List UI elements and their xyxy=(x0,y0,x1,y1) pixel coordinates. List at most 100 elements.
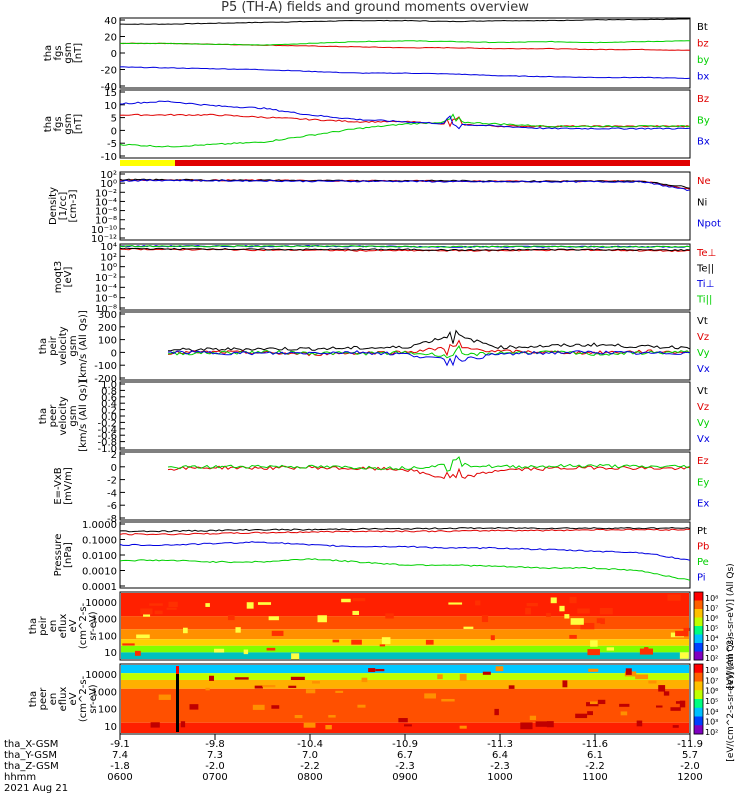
spectrogram-texture xyxy=(243,649,249,655)
panel-ytick-label: 10 xyxy=(104,101,117,112)
panel-ytick-label: -0.4 xyxy=(97,425,117,436)
panel-ylabel-3: Density xyxy=(48,187,59,225)
spectrogram-texture xyxy=(183,627,188,634)
spectrogram-texture xyxy=(262,685,276,688)
xaxis-z-label: -1.8 xyxy=(110,761,130,772)
xaxis-y-label: 6.4 xyxy=(492,750,508,761)
panel-ytick-label: -5 xyxy=(107,139,117,150)
spectrogram-texture xyxy=(357,704,366,708)
series-line-Pb xyxy=(119,528,691,536)
spectrogram-texture xyxy=(679,700,686,708)
panel-ytick-label: 10² xyxy=(100,252,117,263)
legend-label-Vt: Vt xyxy=(697,316,708,327)
panel-ytick-label: 100 xyxy=(98,336,117,347)
xaxis-hhmm-label: 0900 xyxy=(392,772,417,783)
panel-ytick-label: 10 xyxy=(104,722,117,733)
legend-label-By: By xyxy=(697,115,710,126)
spectrogram-texture xyxy=(639,648,654,655)
legend-label-Bz: Bz xyxy=(697,94,709,105)
spectrogram-texture xyxy=(227,614,235,621)
legend-label-Ez: Ez xyxy=(697,456,709,467)
spectrogram-texture xyxy=(271,705,280,709)
spectrogram-texture xyxy=(589,701,598,705)
colorbar-tick-label: 10⁷ xyxy=(705,604,718,613)
xaxis-x-label: -9.8 xyxy=(205,739,225,750)
legend-label-Ne: Ne xyxy=(697,176,711,187)
series-line-Ez xyxy=(167,465,691,480)
spectrogram-texture xyxy=(168,601,178,608)
spectrogram-gap xyxy=(176,672,179,732)
spectrogram-texture xyxy=(341,598,351,603)
colorbar-segment xyxy=(694,664,703,674)
panel-ylabel-9: sr-eV) xyxy=(88,611,99,640)
spectrogram-texture xyxy=(577,608,590,614)
legend-label-Ti⊥: Ti⊥ xyxy=(696,279,714,290)
panel-ylabel-10: eflux xyxy=(58,687,69,712)
panel-ytick-label: -100 xyxy=(94,361,117,372)
colorbar-segment xyxy=(694,634,703,644)
spectrogram-texture xyxy=(550,597,557,604)
legend-label-Ey: Ey xyxy=(697,477,709,488)
panel-ylabel-2: tha xyxy=(43,116,54,132)
panel-ytick-label: -1.0 xyxy=(97,444,117,455)
series-line-bx xyxy=(119,66,691,80)
colorbar-segment xyxy=(694,699,703,709)
panel-ytick-label: -0.8 xyxy=(97,438,117,449)
spectrogram-texture xyxy=(136,634,150,639)
panel-ylabel-5: peir xyxy=(48,335,59,355)
panel-ytick-label: 0.0010 xyxy=(82,567,117,578)
spectrogram-texture xyxy=(205,687,210,691)
legend-label-bx: bx xyxy=(697,72,709,83)
spectrogram-texture xyxy=(564,614,570,619)
panel-ytick-label: 5 xyxy=(111,114,117,125)
spectrogram-texture xyxy=(463,626,474,629)
panel-ylabel-2: fgs xyxy=(53,116,64,131)
spectrogram-texture xyxy=(271,630,284,636)
spectrogram-texture xyxy=(351,639,362,645)
spectrogram-texture xyxy=(305,689,316,694)
panel-ytick-label: 10000 xyxy=(85,670,117,681)
series-line-Bz xyxy=(119,113,691,128)
colorbar-tick-label: 10⁸ xyxy=(705,666,718,675)
spectrogram-texture xyxy=(525,607,531,615)
spectrogram-texture xyxy=(266,647,276,651)
panel-ytick-label: 10⁻⁸ xyxy=(95,216,117,227)
colorbar-segment xyxy=(694,690,703,700)
legend-label-Pe: Pe xyxy=(697,557,709,568)
panel-ytick-label: 1.0000 xyxy=(82,520,117,531)
spectrogram-texture xyxy=(209,675,214,681)
panel-ytick-label: 1000 xyxy=(92,687,117,698)
legend-label-Npot: Npot xyxy=(697,219,721,230)
legend-label-Vy: Vy xyxy=(697,418,710,429)
panel-ytick-label: 10⁻⁸ xyxy=(95,304,117,315)
spectrogram-texture xyxy=(683,627,690,631)
spectrogram-band xyxy=(121,679,689,689)
spectrogram-texture xyxy=(335,690,344,693)
panel-ylabel-8: Pressure xyxy=(53,534,64,577)
panel-ytick-label: 0.8 xyxy=(101,386,117,397)
panel-ytick-label: 10⁻¹² xyxy=(91,234,117,245)
spectrogram-texture xyxy=(134,650,141,656)
panel-ylabel-9: (cm^2-s- xyxy=(78,602,89,649)
legend-label-Vz: Vz xyxy=(697,402,709,413)
colorbar-tick-label: 10² xyxy=(705,728,718,737)
spectrogram-texture xyxy=(508,685,515,689)
xaxis-z-label: -2.3 xyxy=(395,761,415,772)
spectrogram-texture xyxy=(180,721,186,728)
panel-ylabel-3: [cm-3] xyxy=(68,189,79,222)
panel-ytick-label: 200 xyxy=(98,323,117,334)
panel-ylabel-8: [nPa] xyxy=(63,542,74,568)
panel-ytick-label: 10⁻⁶ xyxy=(95,207,117,218)
xaxis-y-label: 6.1 xyxy=(587,750,603,761)
spectrogram-band xyxy=(121,688,689,723)
panel-ylabel-10: eV xyxy=(68,692,79,705)
panel-ylabel-2: gsm xyxy=(63,113,74,134)
legend-label-Pt: Pt xyxy=(697,526,707,537)
spectrogram-texture xyxy=(606,647,615,651)
series-line-By xyxy=(119,113,691,148)
spectrogram-texture xyxy=(644,647,649,650)
spectrogram-texture xyxy=(587,649,600,656)
xaxis-row-label: hhmm xyxy=(4,772,36,783)
colorbar-segment xyxy=(694,707,703,717)
spectrogram-texture xyxy=(235,627,241,633)
